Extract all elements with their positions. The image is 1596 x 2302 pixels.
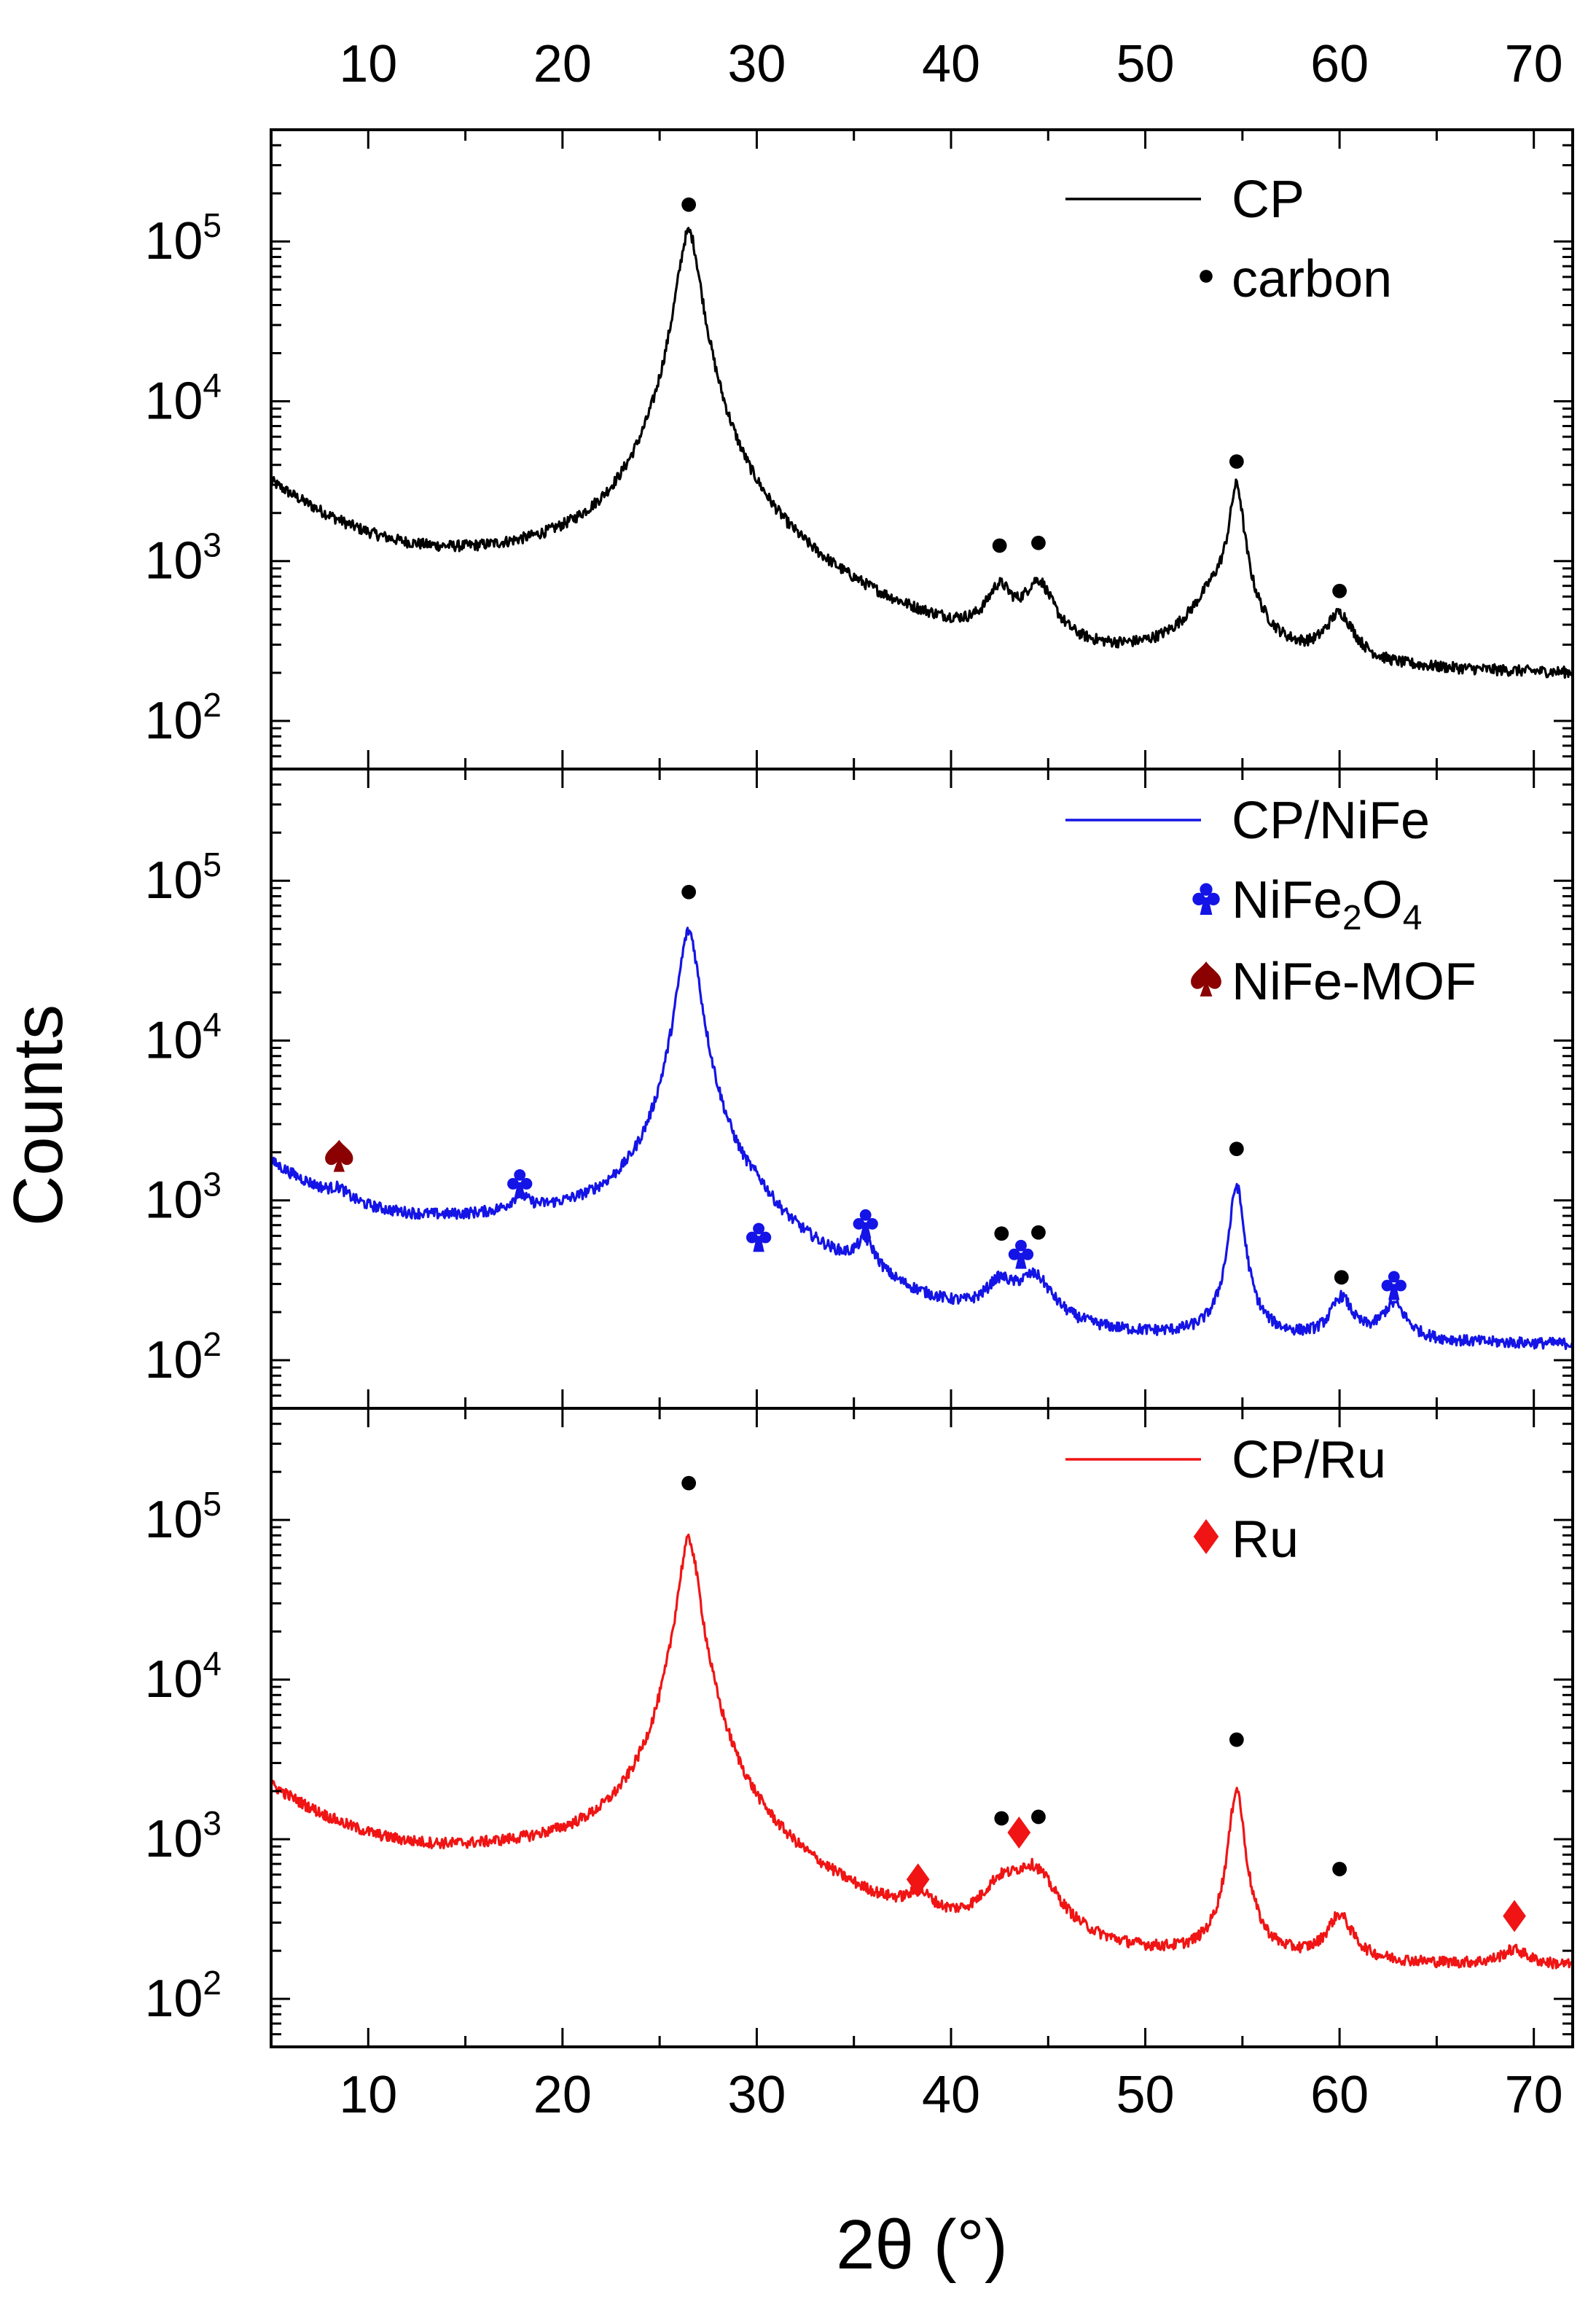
panel-2-peak-marker-stem (1388, 1284, 1400, 1300)
panel-1-peak-marker (681, 197, 697, 212)
y-tick-label: 104 (144, 366, 222, 430)
panel-2-peak-marker (1031, 1225, 1046, 1240)
panel-2-legend-marker-lobe (1200, 883, 1213, 896)
y-axis-title: Counts (0, 1004, 77, 1226)
panel-3-series-line (270, 1533, 1574, 1970)
panel-1-frame (270, 128, 1574, 770)
panel-2-peak-marker (681, 884, 697, 900)
panel-1-peak-marker (1229, 454, 1244, 469)
panel-2-frame (270, 768, 1574, 1410)
x-axis-title: 2θ (°) (836, 2206, 1008, 2284)
panel-3-peak-marker (1007, 1817, 1031, 1849)
panel-2-peak-marker-lobe (1388, 1271, 1400, 1283)
y-tick-label: 105 (144, 1485, 222, 1549)
x-tick-label-top: 60 (1310, 35, 1369, 93)
panel-3-peak-marker (1031, 1809, 1046, 1825)
panel-2-legend-marker-stem (1200, 897, 1213, 915)
panel-2-peak-marker-stem (859, 1222, 872, 1238)
x-tick-label-top: 40 (922, 35, 980, 93)
panel-3-legend-marker-label: Ru (1232, 1510, 1299, 1569)
panel-1-legend-label: CP (1232, 171, 1304, 229)
panel-2-legend-marker-label: NiFe2O4 (1232, 871, 1422, 937)
panel-1-peak-marker (1031, 535, 1046, 550)
panel-1-peak-marker (992, 538, 1007, 553)
panel-2-peak-marker-lobe (1022, 1248, 1034, 1260)
y-tick-label: 105 (144, 846, 222, 910)
panel-3-peak-marker (1332, 1862, 1347, 1876)
y-tick-label: 103 (144, 1804, 222, 1868)
y-tick-label: 104 (144, 1644, 222, 1709)
y-tick-label: 103 (144, 1166, 222, 1230)
panel-2-legend-marker-lobe (1192, 892, 1205, 906)
panel-2-peak-marker-lobe (1015, 1239, 1027, 1252)
x-tick-label-top: 20 (533, 35, 592, 93)
panel-3-frame (270, 1407, 1574, 2048)
panel-2-peak-marker-lobe (759, 1231, 772, 1244)
panel-2-peak-marker-lobe (1381, 1279, 1393, 1292)
panel-3-peak-marker (906, 1863, 930, 1896)
panel-2-legend-marker (1191, 961, 1221, 996)
x-tick-label-bottom: 60 (1310, 2066, 1369, 2124)
x-tick-label-bottom: 50 (1116, 2066, 1175, 2124)
panel-2-peak-marker (994, 1226, 1009, 1241)
x-tick-label-top: 70 (1505, 35, 1563, 93)
panel-1-legend-marker (1200, 270, 1213, 283)
panel-3-peak-marker (1503, 1900, 1526, 1932)
panel-2-peak-marker-lobe (1008, 1248, 1020, 1260)
panel-2-peak-marker-lobe (514, 1168, 526, 1181)
x-tick-label-bottom: 20 (533, 2066, 592, 2124)
panel-2-peak-marker (1381, 1271, 1407, 1300)
x-tick-label-bottom: 70 (1505, 2066, 1563, 2124)
panel-2-peak-marker (325, 1139, 353, 1172)
y-tick-label: 102 (144, 1325, 222, 1389)
panel-1-series-line (270, 227, 1573, 679)
panel-2-peak-marker-stem (514, 1182, 525, 1198)
y-tick-label: 102 (144, 1964, 222, 2028)
panel-2-peak-marker-stem (1015, 1252, 1027, 1269)
panel-2-peak-marker (507, 1168, 533, 1198)
panel-2-legend-marker-lobe (1207, 892, 1220, 906)
panel-2-peak-marker-lobe (859, 1209, 872, 1221)
panel-2-series-line (270, 926, 1574, 1351)
panel-2-peak-marker (1229, 1142, 1244, 1157)
panel-3-peak-marker (681, 1475, 697, 1491)
x-tick-label-bottom: 30 (727, 2066, 786, 2124)
panel-2-legend-marker-label: NiFe-MOF (1232, 953, 1476, 1011)
panel-2-peak-marker (1334, 1270, 1349, 1285)
panel-2-peak-marker-lobe (746, 1231, 758, 1244)
panel-2-peak-marker-lobe (753, 1222, 765, 1235)
panel-2-peak-marker (1008, 1239, 1034, 1269)
y-tick-label: 103 (144, 526, 222, 590)
x-tick-label-top: 50 (1116, 35, 1175, 93)
panel-2-peak-marker-lobe (507, 1178, 519, 1190)
panel-2-peak-marker-lobe (520, 1178, 533, 1190)
x-tick-label-bottom: 10 (339, 2066, 397, 2124)
y-tick-label: 105 (144, 206, 222, 270)
panel-1-legend-marker-label: carbon (1232, 250, 1392, 308)
panel-2-peak-marker (853, 1209, 878, 1238)
panel-2-peak-marker-lobe (1395, 1279, 1407, 1292)
x-tick-label-top: 10 (339, 35, 397, 93)
plot-area: 102 103 104 105 CP carbon 102 103 104 105 CP/NiFe N… (144, 35, 1574, 2124)
panel-2-peak-marker-lobe (867, 1217, 878, 1230)
x-tick-label-bottom: 40 (922, 2066, 980, 2124)
panel-3-peak-marker (994, 1811, 1009, 1826)
x-tick-label-top: 30 (727, 35, 786, 93)
y-tick-label: 104 (144, 1005, 222, 1069)
panel-2-legend-marker (1192, 883, 1220, 915)
y-tick-label: 102 (144, 686, 222, 750)
panel-3-legend-label: CP/Ru (1232, 1431, 1386, 1489)
panel-1-peak-marker (1332, 583, 1347, 598)
panel-3-peak-marker (1229, 1732, 1244, 1747)
panel-2-peak-marker (746, 1222, 772, 1252)
panel-3-legend-marker (1193, 1519, 1219, 1554)
panel-2-legend-label: CP/NiFe (1232, 792, 1430, 850)
panel-2-peak-marker-stem (753, 1236, 764, 1252)
panel-2-peak-marker-lobe (853, 1217, 865, 1230)
